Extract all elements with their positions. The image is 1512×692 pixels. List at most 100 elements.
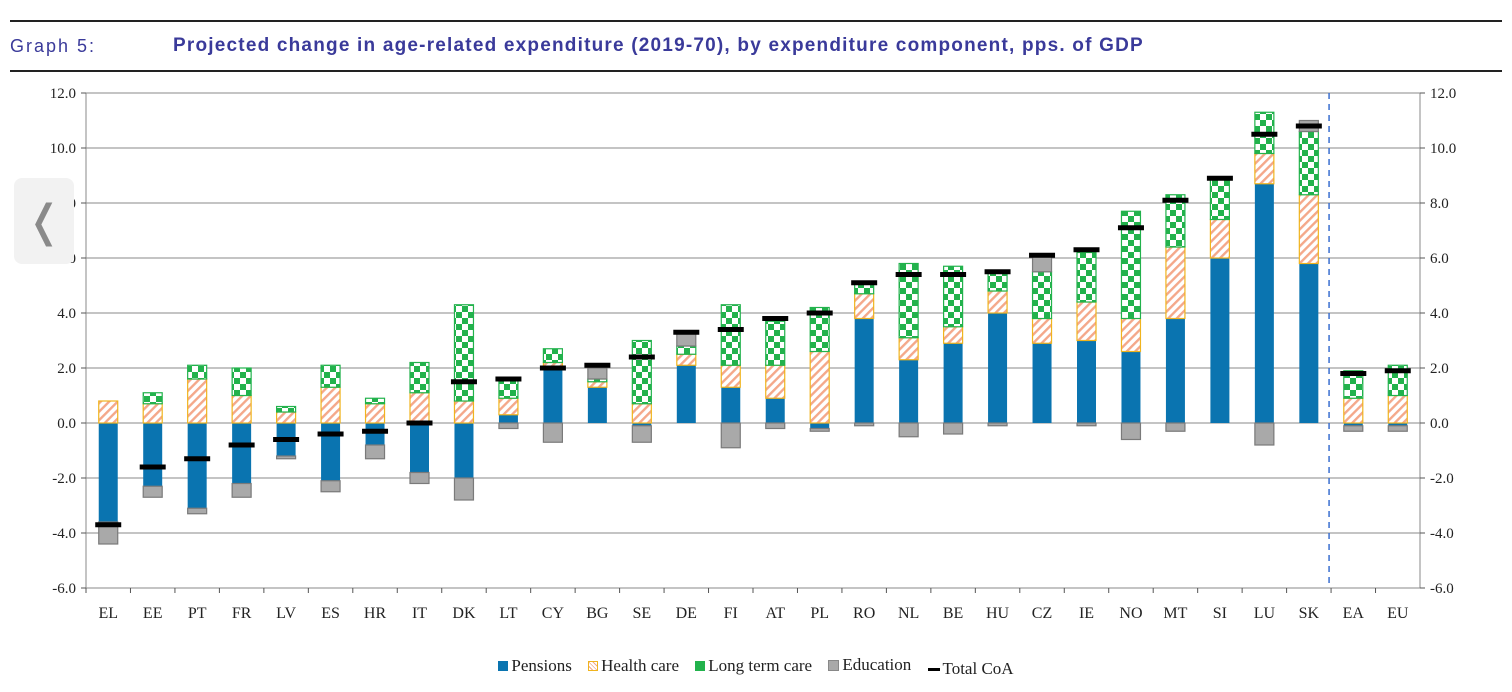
bar-health-si: [1209, 218, 1231, 259]
bar-health-bg: [587, 381, 608, 388]
total-marker-si: [1206, 175, 1233, 181]
bar-ltc-be: [942, 265, 964, 328]
bar-health-fi: [720, 364, 741, 388]
bar-health-lu: [1254, 152, 1275, 185]
total-marker-fr: [228, 442, 255, 448]
bar-ltc-no: [1120, 210, 1142, 320]
graph-title: Projected change in age-related expendit…: [173, 35, 1144, 56]
bar-ltc-mt: [1165, 194, 1186, 248]
x-tick-label-nl: NL: [898, 605, 919, 622]
x-tick-label-ee: EE: [143, 605, 163, 622]
bar-pensions-fi: [721, 387, 741, 423]
bar-education-ie: [1076, 422, 1097, 427]
total-marker-sk: [1295, 123, 1322, 129]
bar-education-no: [1120, 422, 1142, 441]
bar-health-de: [676, 353, 697, 366]
bar-pensions-eu: [1388, 423, 1408, 426]
x-tick-label-lv: LV: [276, 605, 296, 622]
total-marker-eu: [1384, 368, 1411, 374]
x-tick-label-sk: SK: [1299, 605, 1320, 622]
x-tick-label-fi: FI: [724, 605, 738, 622]
total-marker-ie: [1073, 247, 1100, 253]
bar-health-ea: [1343, 397, 1364, 424]
total-marker-it: [406, 420, 433, 426]
bar-pensions-si: [1210, 258, 1230, 423]
x-tick-label-fr: FR: [232, 605, 252, 622]
bar-education-bg: [587, 367, 608, 380]
legend-total: Total CoA: [927, 659, 1014, 679]
bar-ltc-lt: [498, 378, 519, 399]
bar-education-lv: [276, 455, 297, 460]
y-tick-label-right: 12.0: [1430, 86, 1456, 102]
bar-health-sk: [1298, 194, 1319, 265]
bar-pensions-de: [676, 365, 696, 423]
bars: [95, 111, 1411, 545]
y-tick-label-right: 10.0: [1430, 141, 1456, 157]
bar-ltc-ee: [142, 392, 163, 405]
ltc-swatch: [695, 660, 706, 671]
total-marker-hr: [362, 428, 389, 434]
legend-pensions: Pensions: [498, 656, 572, 676]
bar-health-es: [320, 386, 341, 424]
bar-education-cy: [542, 422, 564, 443]
bar-pensions-es: [321, 423, 341, 481]
bar-education-at: [765, 422, 786, 430]
bar-education-hr: [364, 444, 386, 460]
x-tick-label-no: NO: [1119, 605, 1142, 622]
bar-education-mt: [1165, 422, 1186, 432]
y-tick-label-left: -4.0: [52, 526, 76, 542]
total-marker-pt: [184, 456, 211, 462]
bar-ltc-ea: [1343, 370, 1364, 399]
bar-pensions-lu: [1254, 183, 1274, 423]
x-tick-label-ea: EA: [1343, 605, 1365, 622]
bar-ltc-dk: [453, 304, 475, 402]
bar-pensions-sk: [1299, 263, 1319, 423]
bar-ltc-at: [765, 320, 786, 366]
bar-pensions-ea: [1343, 423, 1363, 426]
y-tick-label-right: 2.0: [1430, 361, 1449, 377]
x-tick-label-se: SE: [632, 605, 651, 622]
x-tick-label-el: EL: [98, 605, 118, 622]
bar-pensions-dk: [454, 423, 474, 478]
total-marker-ea: [1340, 371, 1367, 376]
total-marker-no: [1117, 225, 1144, 231]
y-tick-label-left: 10.0: [50, 141, 76, 157]
x-tick-label-lt: LT: [499, 605, 517, 622]
total-marker-se: [628, 354, 655, 360]
y-tick-label-right: -6.0: [1430, 581, 1454, 597]
graph-number: Graph 5:: [10, 36, 97, 56]
bar-education-eu: [1387, 425, 1408, 432]
bar-education-ro: [854, 422, 875, 427]
bar-ltc-cz: [1031, 271, 1053, 320]
bar-pensions-pt: [187, 423, 207, 509]
bar-pensions-nl: [899, 359, 919, 423]
total-marker-be: [940, 272, 967, 277]
bar-ltc-es: [320, 364, 341, 388]
chart-legend: Pensions Health care Long term care Educ…: [0, 655, 1512, 679]
y-tick-label-right: 4.0: [1430, 306, 1449, 322]
chevron-left-icon: ❬: [25, 195, 63, 247]
bar-ltc-de: [676, 345, 697, 355]
bar-ltc-hu: [987, 271, 1008, 292]
x-tick-label-es: ES: [321, 605, 340, 622]
bar-health-hu: [987, 290, 1008, 314]
bar-ltc-it: [409, 361, 430, 394]
bar-ltc-se: [631, 339, 652, 405]
total-marker-mt: [1162, 197, 1189, 203]
graph-header: Graph 5: Projected change in age-related…: [10, 34, 1500, 66]
health-swatch: [588, 660, 599, 671]
bar-pensions-se: [632, 423, 652, 426]
bar-education-hu: [987, 422, 1008, 427]
bar-pensions-pl: [810, 423, 830, 429]
bar-education-lt: [498, 422, 519, 430]
back-button[interactable]: ❬: [14, 178, 74, 264]
x-tick-label-be: BE: [943, 605, 963, 622]
bar-health-pl: [809, 350, 830, 424]
bar-ltc-nl: [898, 262, 919, 339]
x-tick-label-dk: DK: [452, 605, 476, 622]
bar-pensions-no: [1121, 351, 1141, 423]
bar-health-eu: [1387, 394, 1408, 424]
bar-health-no: [1120, 317, 1142, 353]
bar-ltc-fi: [720, 304, 741, 366]
bar-education-nl: [898, 422, 919, 438]
